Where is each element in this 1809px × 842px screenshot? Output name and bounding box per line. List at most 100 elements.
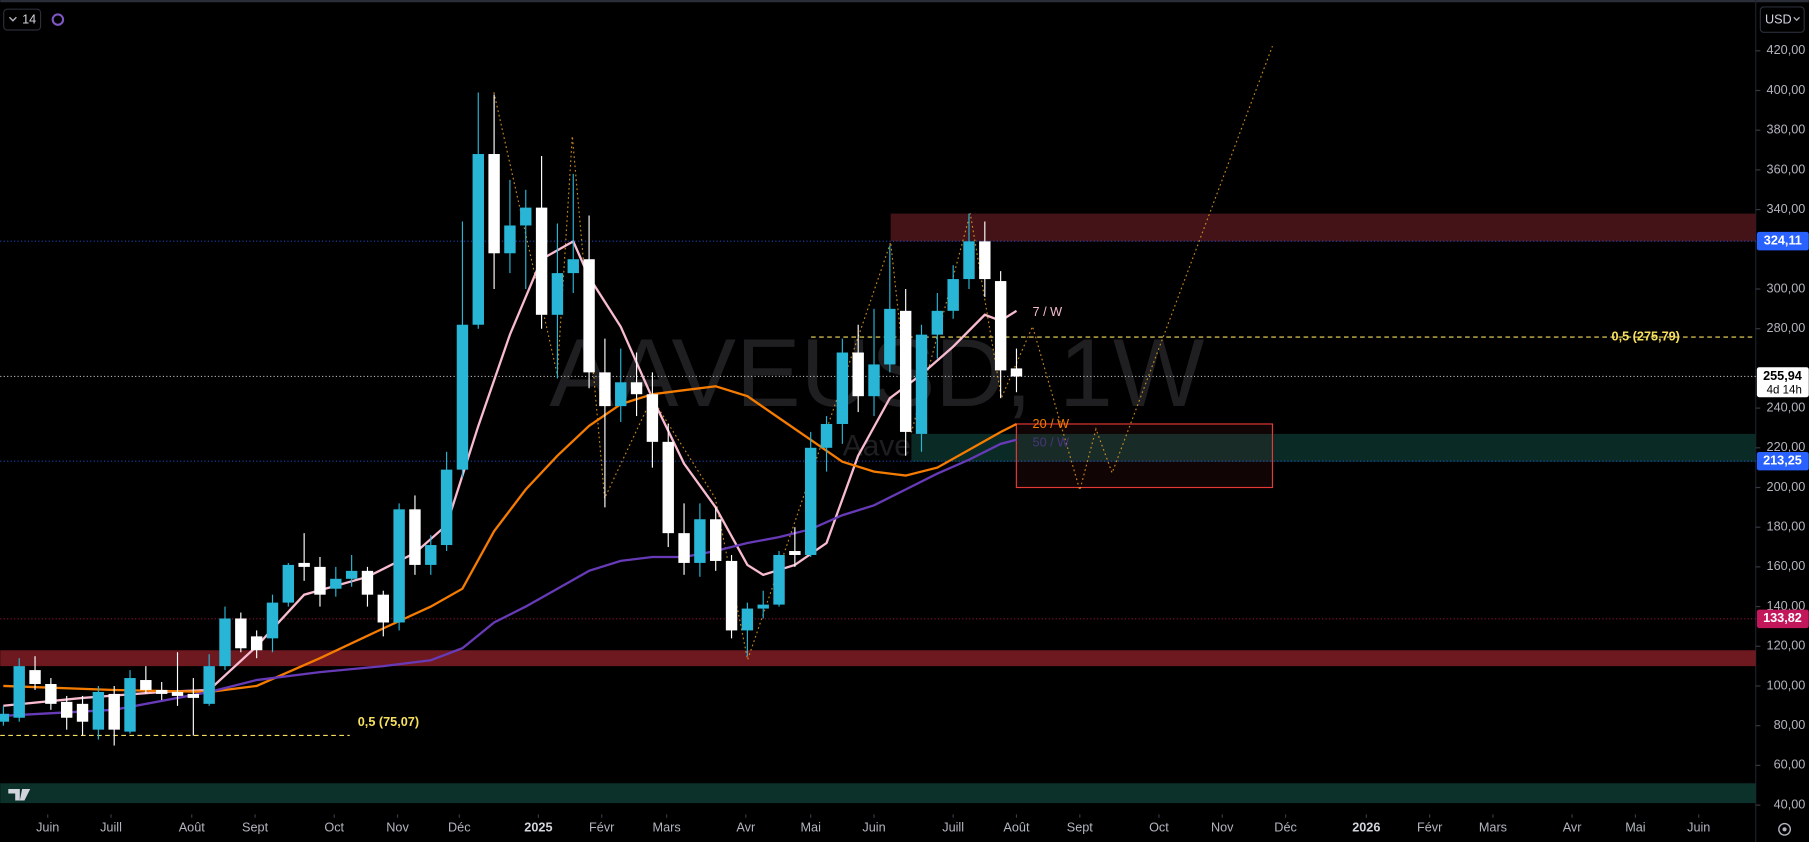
price-badge-label: 255,94 bbox=[1763, 369, 1802, 383]
candle-body bbox=[662, 441, 674, 534]
candle-body bbox=[551, 273, 564, 315]
sync-icon[interactable] bbox=[51, 13, 65, 26]
moving-average bbox=[3, 438, 1017, 717]
candle-body bbox=[757, 604, 769, 609]
candle-body bbox=[599, 372, 611, 407]
candle-body bbox=[852, 352, 864, 397]
x-tick-label: Sept bbox=[1067, 821, 1094, 835]
candle-body bbox=[76, 703, 89, 722]
y-tick-label: 200,00 bbox=[1767, 480, 1806, 494]
currency-box[interactable] bbox=[1759, 6, 1805, 33]
series-label: 20 / W bbox=[1033, 417, 1070, 431]
x-tick-label: Oct bbox=[1149, 821, 1169, 835]
zones-layer bbox=[0, 213, 1756, 804]
zone bbox=[890, 213, 1756, 242]
countdown: 4d 14h bbox=[1767, 384, 1802, 396]
price-badge bbox=[1756, 231, 1809, 251]
candle-body bbox=[710, 519, 722, 561]
candle-body bbox=[440, 469, 453, 546]
candle-body bbox=[282, 564, 295, 603]
candle-body bbox=[266, 602, 279, 639]
candle-body bbox=[0, 713, 10, 722]
y-tick-label: 40,00 bbox=[1774, 797, 1806, 811]
price-badge-label: 133,82 bbox=[1763, 611, 1802, 625]
candle-body bbox=[108, 693, 120, 730]
candle-body bbox=[868, 364, 880, 397]
y-tick-label: 300,00 bbox=[1767, 281, 1806, 295]
y-tick-label: 280,00 bbox=[1767, 321, 1806, 335]
zone bbox=[0, 783, 1756, 804]
candle-body bbox=[836, 352, 849, 424]
y-tick-label: 420,00 bbox=[1767, 43, 1806, 57]
currency: USD bbox=[1765, 13, 1792, 27]
candle-body bbox=[963, 241, 975, 280]
candle-body bbox=[155, 689, 168, 694]
candle-body bbox=[219, 618, 231, 667]
candle-body bbox=[187, 693, 200, 698]
x-tick-label: Déc bbox=[448, 821, 471, 835]
candle-body bbox=[235, 618, 247, 649]
candle-body bbox=[931, 310, 944, 335]
x-tick-label: 2025 bbox=[524, 821, 552, 835]
x-tick-label: Mai bbox=[800, 821, 820, 835]
x-tick-label: Mars bbox=[653, 821, 681, 835]
candle-body bbox=[409, 509, 421, 565]
settings-icon-dot bbox=[1782, 827, 1787, 832]
y-tick-label: 180,00 bbox=[1767, 520, 1806, 534]
x-tick-label: 2026 bbox=[1352, 821, 1380, 835]
price-badge-label: 324,11 bbox=[1764, 233, 1802, 247]
price-badge bbox=[1756, 451, 1809, 471]
candle-body bbox=[45, 684, 57, 704]
zone bbox=[911, 433, 1756, 462]
interval-box[interactable] bbox=[3, 8, 42, 31]
chevron-icon bbox=[8, 16, 17, 22]
y-tick-label: 360,00 bbox=[1767, 162, 1806, 176]
y-tick-label: 100,00 bbox=[1767, 678, 1806, 692]
price-badge bbox=[1756, 609, 1809, 629]
candle-body bbox=[915, 334, 928, 434]
candle-body bbox=[250, 636, 263, 651]
candle-body bbox=[92, 691, 105, 730]
candle-body bbox=[615, 382, 627, 407]
y-tick-label: 240,00 bbox=[1767, 400, 1806, 414]
x-tick-label: Juin bbox=[862, 821, 885, 835]
candle-body bbox=[884, 308, 896, 365]
candle-body bbox=[345, 570, 358, 579]
candle-body bbox=[820, 423, 833, 448]
lines-layer: 0,5 (275,79) 0,5 (75,07) bbox=[0, 240, 1756, 737]
candle-body bbox=[646, 394, 659, 442]
price-badge-label: 213,25 bbox=[1763, 454, 1802, 468]
logo bbox=[8, 788, 31, 801]
candle-body bbox=[789, 551, 801, 555]
candles-layer bbox=[0, 92, 1023, 746]
candle-body bbox=[124, 678, 136, 732]
candle-body bbox=[298, 562, 310, 567]
y-tick-label: 380,00 bbox=[1767, 123, 1806, 137]
y-tick-label: 140,00 bbox=[1767, 599, 1806, 613]
y-tick-label: 80,00 bbox=[1774, 718, 1806, 732]
candle-body bbox=[1010, 368, 1023, 377]
x-tick-label: Nov bbox=[386, 821, 409, 835]
candle-body bbox=[377, 594, 389, 623]
x-tick-label: Nov bbox=[1211, 821, 1234, 835]
candle-body bbox=[725, 560, 738, 631]
candle-body bbox=[330, 578, 342, 589]
candle-body bbox=[504, 225, 516, 254]
series-label: 7 / W bbox=[1033, 305, 1063, 319]
price-badge bbox=[1756, 367, 1809, 398]
y-tick-label: 220,00 bbox=[1767, 440, 1806, 454]
candle-body bbox=[678, 533, 690, 563]
candle-body bbox=[314, 566, 326, 595]
x-tick-label: Juin bbox=[36, 821, 59, 835]
x-tick-label: Août bbox=[179, 821, 206, 835]
candle-body bbox=[979, 241, 991, 280]
x-tick-label: Mars bbox=[1479, 821, 1507, 835]
settings-icon[interactable] bbox=[1778, 822, 1792, 836]
chevron-icon bbox=[1793, 16, 1801, 22]
y-tick-label: 400,00 bbox=[1767, 83, 1806, 97]
x-tick-label: Oct bbox=[324, 821, 344, 835]
y-tick-label: 120,00 bbox=[1767, 639, 1806, 653]
candle-body bbox=[361, 570, 374, 595]
